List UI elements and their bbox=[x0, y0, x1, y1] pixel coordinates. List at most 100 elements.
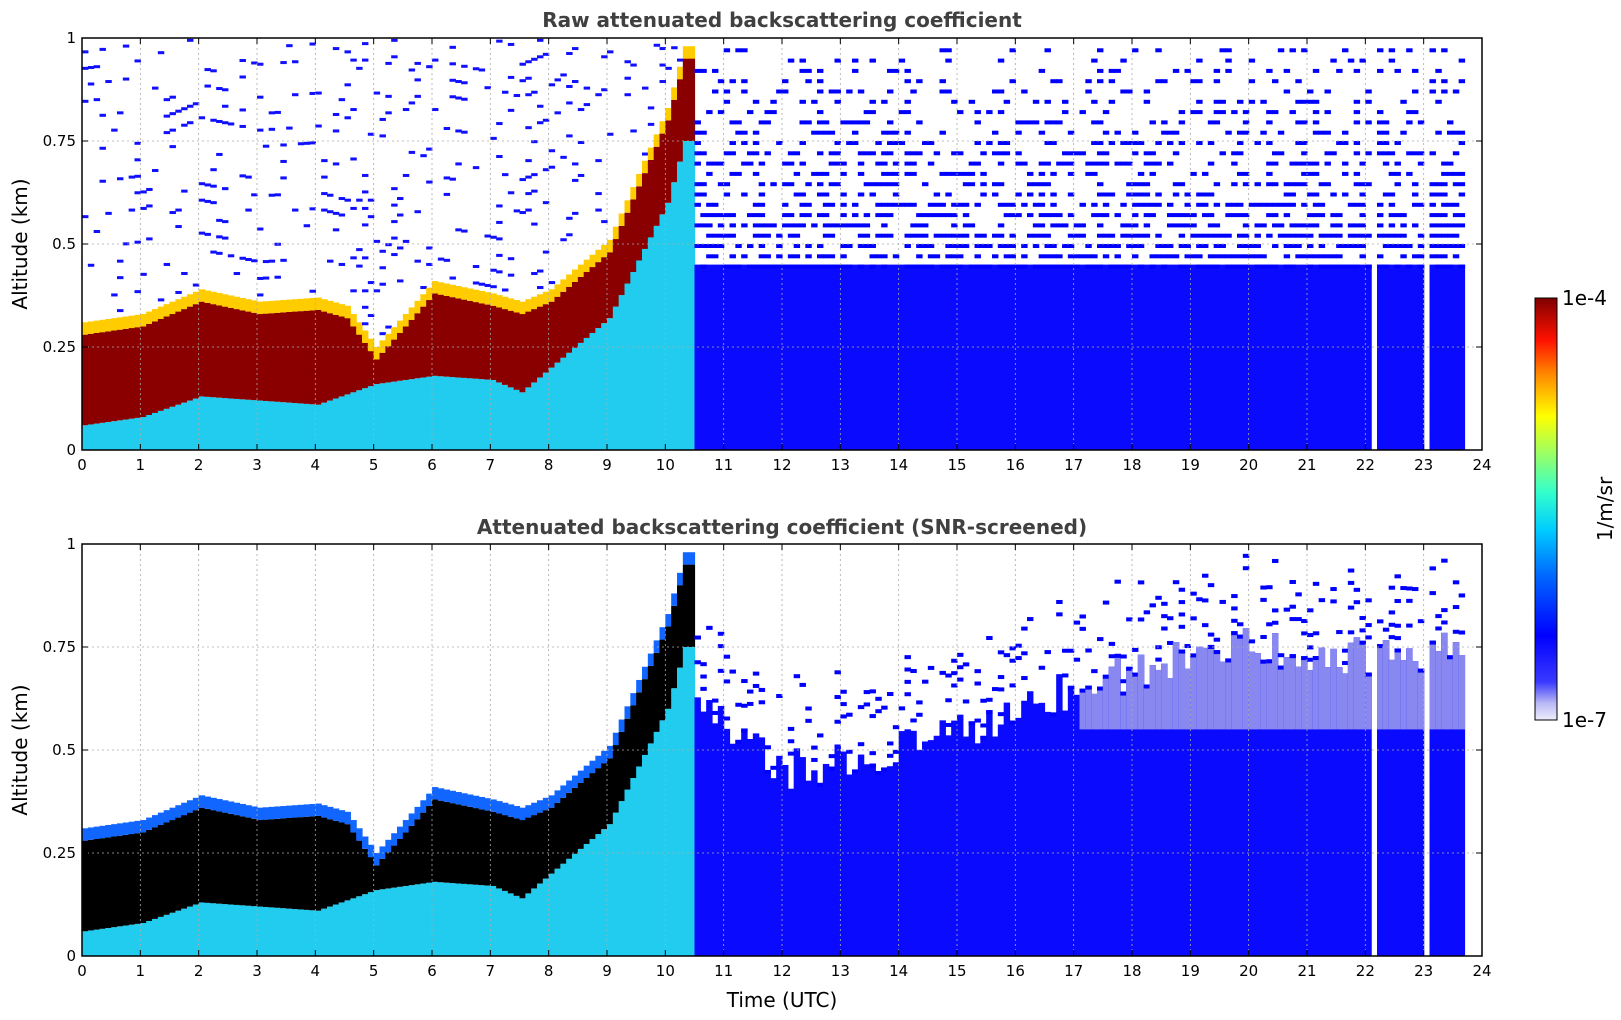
heatmap-cell bbox=[426, 262, 433, 266]
heatmap-cell bbox=[1365, 623, 1372, 628]
x-tick-label: 4 bbox=[311, 962, 321, 980]
heatmap-cell bbox=[1359, 192, 1366, 197]
heatmap-cell bbox=[1429, 192, 1436, 197]
heatmap-cell bbox=[367, 281, 375, 285]
heatmap-cell bbox=[910, 161, 917, 166]
heatmap-cell bbox=[1266, 264, 1273, 269]
heatmap-cell bbox=[1441, 182, 1448, 187]
heatmap-cell bbox=[700, 674, 707, 679]
heatmap-cell bbox=[1003, 264, 1011, 450]
heatmap-cell bbox=[1353, 587, 1361, 592]
heatmap-cell bbox=[1056, 674, 1063, 956]
heatmap-cell bbox=[309, 289, 316, 293]
heatmap-cell bbox=[332, 398, 340, 450]
heatmap-cell bbox=[344, 811, 351, 825]
x-tick-label: 13 bbox=[831, 962, 850, 980]
heatmap-cell bbox=[554, 284, 561, 297]
heatmap-cell bbox=[1277, 233, 1285, 238]
heatmap-cell bbox=[554, 362, 561, 450]
heatmap-cell bbox=[443, 801, 451, 883]
heatmap-cell bbox=[717, 223, 725, 228]
heatmap-cell bbox=[542, 118, 550, 122]
heatmap-cell bbox=[863, 233, 871, 238]
heatmap-cell bbox=[537, 286, 544, 290]
heatmap-cell bbox=[1260, 597, 1267, 602]
heatmap-cell bbox=[1266, 264, 1273, 450]
heatmap-cell bbox=[1382, 161, 1390, 166]
heatmap-cell bbox=[1038, 130, 1046, 135]
heatmap-cell bbox=[117, 177, 124, 181]
heatmap-cell bbox=[472, 281, 480, 285]
heatmap-cell bbox=[233, 802, 241, 816]
heatmap-cell bbox=[262, 301, 270, 314]
heatmap-cell bbox=[951, 213, 958, 218]
heatmap-cell bbox=[717, 110, 725, 115]
heatmap-cell bbox=[729, 141, 736, 145]
heatmap-cell bbox=[671, 688, 678, 956]
heatmap-cell bbox=[414, 378, 421, 450]
heatmap-cell bbox=[1429, 213, 1436, 218]
heatmap-cell bbox=[385, 243, 392, 247]
heatmap-cell bbox=[338, 98, 346, 102]
heatmap-cell bbox=[1283, 244, 1291, 248]
heatmap-cell bbox=[846, 223, 853, 228]
heatmap-cell bbox=[1377, 619, 1384, 624]
heatmap-cell bbox=[432, 799, 439, 882]
heatmap-cell bbox=[239, 816, 246, 906]
heatmap-cell bbox=[426, 246, 433, 250]
heatmap-cell bbox=[140, 272, 147, 276]
heatmap-cell bbox=[1388, 264, 1396, 450]
heatmap-cell bbox=[152, 918, 159, 956]
heatmap-cell bbox=[577, 108, 585, 112]
heatmap-cell bbox=[496, 888, 503, 956]
heatmap-cell bbox=[292, 60, 299, 64]
heatmap-cell bbox=[134, 417, 141, 450]
heatmap-cell bbox=[332, 129, 340, 133]
heatmap-cell bbox=[887, 130, 894, 135]
heatmap-cell bbox=[758, 213, 766, 218]
heatmap-cell bbox=[992, 130, 999, 135]
heatmap-cell bbox=[1429, 233, 1436, 238]
heatmap-cell bbox=[1091, 171, 1098, 176]
heatmap-cell bbox=[618, 225, 626, 296]
heatmap-cell bbox=[1353, 99, 1361, 104]
y-tick-label: 0.25 bbox=[43, 338, 76, 356]
heatmap-cell bbox=[793, 192, 801, 197]
heatmap-cell bbox=[1178, 223, 1186, 228]
heatmap-cell bbox=[1207, 644, 1215, 956]
heatmap-cell bbox=[682, 141, 690, 450]
heatmap-cell bbox=[1318, 647, 1326, 730]
heatmap-cell bbox=[968, 161, 976, 166]
heatmap-cell bbox=[1382, 120, 1390, 125]
heatmap-cell bbox=[309, 803, 316, 817]
heatmap-cell bbox=[1260, 223, 1267, 228]
heatmap-cell bbox=[968, 223, 976, 228]
heatmap-cell bbox=[916, 244, 923, 248]
heatmap-cell bbox=[1219, 661, 1226, 730]
heatmap-cell bbox=[758, 687, 766, 692]
heatmap-cell bbox=[1406, 110, 1413, 115]
heatmap-cell bbox=[1237, 171, 1244, 176]
heatmap-cell bbox=[1312, 223, 1320, 228]
heatmap-cell bbox=[1336, 264, 1343, 269]
heatmap-cell bbox=[1009, 233, 1016, 238]
heatmap-cell bbox=[916, 749, 923, 956]
heatmap-cell bbox=[542, 797, 550, 811]
heatmap-cell bbox=[1126, 666, 1133, 956]
heatmap-cell bbox=[1009, 683, 1016, 688]
heatmap-cell bbox=[1225, 254, 1232, 259]
heatmap-cell bbox=[1382, 640, 1390, 730]
heatmap-cell bbox=[233, 815, 241, 905]
heatmap-cell bbox=[537, 800, 544, 813]
heatmap-cell bbox=[507, 893, 515, 956]
heatmap-cell bbox=[1260, 264, 1267, 450]
y-ticks-raw: 00.250.50.751 bbox=[43, 29, 1482, 459]
heatmap-cell bbox=[723, 182, 731, 187]
heatmap-cell bbox=[834, 182, 841, 187]
y-tick-label: 0.5 bbox=[52, 741, 76, 759]
heatmap-cell bbox=[163, 304, 171, 317]
heatmap-cell bbox=[624, 283, 631, 450]
heatmap-cell bbox=[152, 169, 159, 173]
heatmap-cell bbox=[1441, 161, 1448, 166]
heatmap-cell bbox=[694, 151, 701, 156]
